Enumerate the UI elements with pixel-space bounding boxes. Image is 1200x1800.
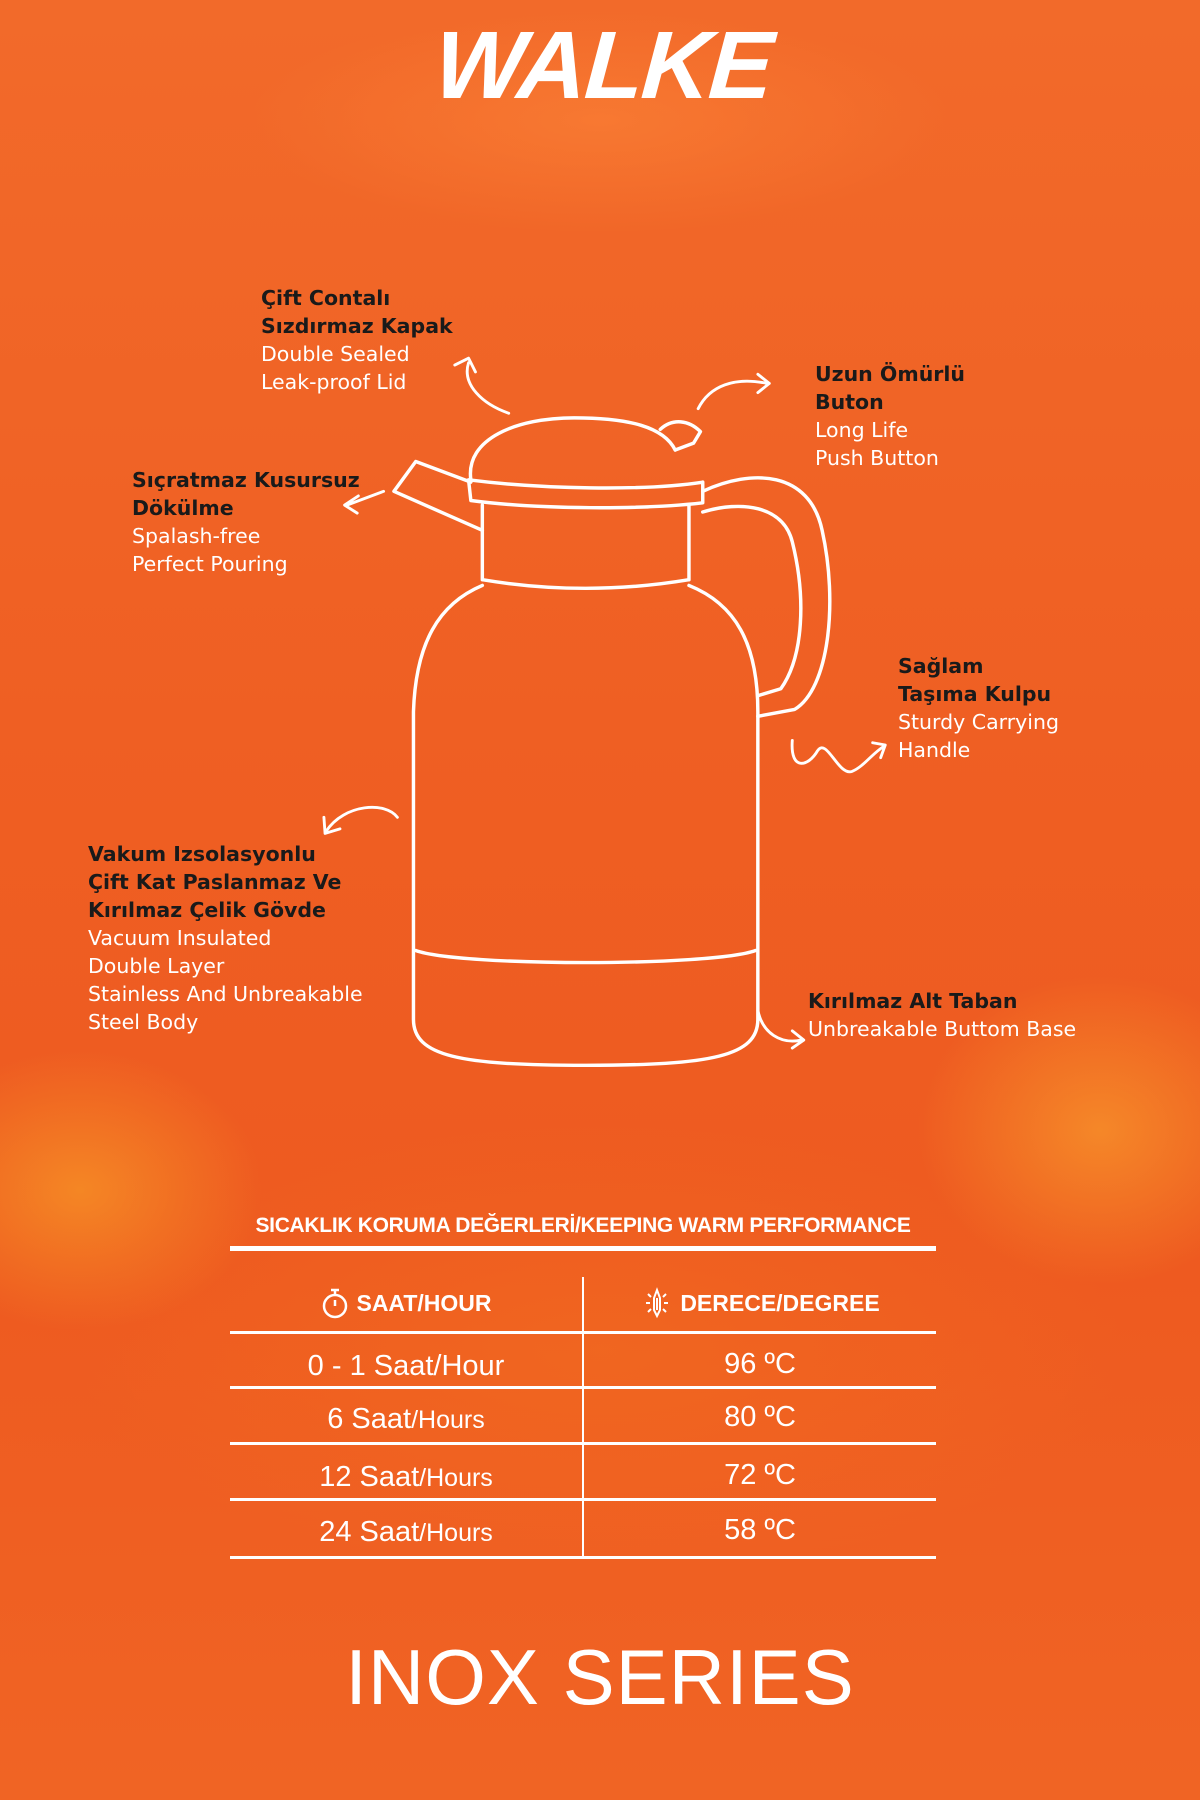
thermometer-sun-icon [646, 1287, 669, 1319]
divider [230, 1246, 936, 1251]
header-degree: DERECE/DEGREE [584, 1286, 936, 1320]
feature-pouring: Sıçratmaz Kusursuz Dökülme Spalash-free Pe… [132, 468, 360, 576]
feature-body: Vakum Izsolasyonlu Çift Kat Paslanmaz Ve K… [88, 842, 363, 1034]
header-hour: SAAT/HOUR [230, 1286, 582, 1320]
feature-base: Kırılmaz Alt Taban Unbreakable Buttom Bas… [808, 989, 1077, 1041]
table-title: SICAKLIK KORUMA DEĞERLERİ/KEEPING WARM P… [255, 1214, 911, 1237]
row-hour: 6 Saat/Hours [327, 1403, 485, 1435]
divider [230, 1498, 936, 1501]
row-degree: 80 ºC [724, 1401, 796, 1433]
row-degree: 72 ºC [724, 1459, 796, 1491]
divider [230, 1556, 936, 1559]
divider [230, 1331, 936, 1334]
callout-arrows [322, 356, 887, 1050]
row-hour: 24 Saat/Hours [319, 1516, 493, 1548]
thermos-drawing [392, 416, 832, 1068]
feature-lid: Çift Contalı Sızdırmaz Kapak Double Seale… [261, 286, 453, 394]
feature-handle: Sağlam Taşıma Kulpu Sturdy Carrying Handle [898, 654, 1059, 762]
divider [230, 1386, 936, 1389]
feature-button: Uzun Ömürlü Buton Long Life Push Button [815, 362, 966, 470]
row-degree: 96 ºC [724, 1348, 796, 1380]
column-divider [582, 1277, 584, 1557]
series-title: INOX SERIES [345, 1633, 855, 1721]
row-hour: 0 - 1 Saat/Hour [307, 1350, 505, 1382]
row-hour: 12 Saat/Hours [319, 1461, 493, 1493]
stopwatch-icon [323, 1288, 348, 1319]
row-degree: 58 ºC [724, 1514, 796, 1546]
divider [230, 1442, 936, 1445]
